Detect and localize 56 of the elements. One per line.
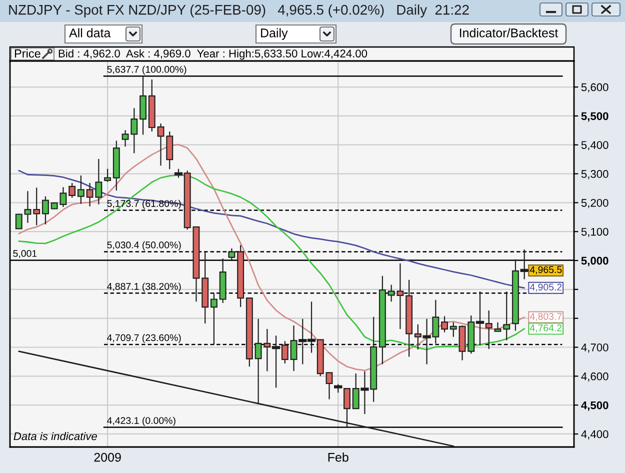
ref-line-label: 5,001 — [13, 250, 37, 258]
candlestick — [77, 174, 84, 204]
candlestick — [494, 322, 502, 332]
candlestick — [33, 187, 40, 226]
data-label: 4,803.7 — [530, 312, 562, 322]
candlestick — [441, 316, 448, 333]
x-tick-label: 2009 — [94, 452, 121, 462]
candlestick — [166, 130, 174, 170]
candlestick — [246, 296, 253, 368]
y-tick-label: 4,700 — [581, 344, 608, 353]
ref-line-label: 4,887.1 (38.20%) — [107, 282, 181, 292]
text: 4,965.5 — [530, 266, 562, 274]
annotation: Data is indicative — [14, 432, 97, 440]
chart-subtitle: Bid : 4,962.0 Ask : 4,969.0 Year : High:5,633.50 Low:4,424.00 — [58, 49, 368, 60]
candlestick — [24, 190, 32, 224]
candlestick — [112, 140, 120, 192]
ref-line-label: 5,030.4 (50.00%) — [107, 241, 181, 250]
candlestick — [148, 78, 156, 132]
candlestick — [228, 248, 236, 260]
text: Indicator/Backtest — [460, 28, 558, 38]
y-tick-label: 5,300 — [581, 170, 608, 180]
ref-line-label: 4,423.1 (0.00%) — [107, 416, 176, 426]
y-tick-label: 4,600 — [581, 372, 608, 382]
data-label: 4,905.2 — [530, 284, 562, 292]
x-tick-label: Feb — [328, 452, 348, 462]
y-tick-label: 5,000 — [581, 256, 608, 266]
candlestick — [406, 279, 413, 358]
candlestick — [202, 251, 209, 324]
candlestick — [68, 182, 76, 198]
y-axis-title: Price — [14, 49, 40, 58]
y-tick-label: 5,600 — [581, 83, 608, 92]
text: All data — [69, 28, 111, 38]
candlestick — [140, 76, 146, 136]
candlestick — [210, 292, 218, 346]
ref-line-label: 5,637.7 (100.00%) — [107, 66, 186, 75]
y-tick-label: 5,500 — [581, 112, 608, 122]
y-tick-label: 4,500 — [581, 401, 608, 411]
y-tick-label: 5,200 — [581, 198, 608, 208]
candlestick — [378, 275, 386, 365]
candlestick — [458, 325, 466, 361]
candlestick — [237, 244, 244, 308]
text: Daily — [261, 28, 288, 40]
candlestick — [450, 322, 457, 338]
candlestick — [503, 290, 510, 341]
y-tick-label: 5,400 — [581, 141, 608, 150]
y-tick-label: 4,400 — [581, 430, 608, 440]
chart-title: NZDJPY - Spot FX NZD/JPY (25-FEB-09) 4,965.5 (+0.02%) Daily 21:22 — [9, 4, 469, 18]
ref-line-label: 4,709.7 (23.60%) — [107, 334, 181, 344]
candlestick — [157, 122, 164, 166]
candlestick — [15, 213, 22, 230]
y-tick-label: 5,100 — [581, 228, 608, 238]
candlestick — [42, 196, 49, 225]
candlestick — [219, 258, 226, 304]
data-label: 4,764.2 — [530, 324, 562, 332]
candlestick — [326, 372, 333, 400]
candlestick — [104, 168, 112, 182]
